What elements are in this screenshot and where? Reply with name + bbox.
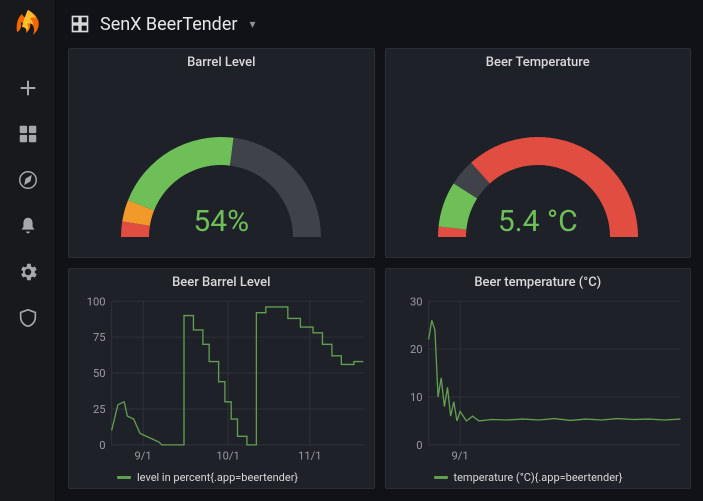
svg-text:75: 75 bbox=[93, 331, 106, 344]
panel-title: Beer temperature (°C) bbox=[386, 269, 691, 293]
svg-text:50: 50 bbox=[93, 367, 106, 380]
svg-text:100: 100 bbox=[87, 295, 106, 308]
nav-apps[interactable] bbox=[8, 114, 48, 154]
chevron-down-icon[interactable]: ▾ bbox=[249, 17, 255, 31]
panel-title: Beer Temperature bbox=[386, 49, 691, 73]
panel-chart-beer-temp[interactable]: Beer temperature (°C) 0 10 20 30 9/1 tempera… bbox=[385, 268, 692, 489]
nav-settings[interactable] bbox=[8, 252, 48, 292]
svg-text:0: 0 bbox=[416, 439, 422, 452]
svg-text:20: 20 bbox=[409, 343, 422, 356]
legend-label: level in percent{.app=beertender} bbox=[137, 471, 298, 484]
svg-text:30: 30 bbox=[409, 295, 422, 308]
legend[interactable]: level in percent{.app=beertender} bbox=[117, 471, 298, 484]
dashboard-title[interactable]: SenX BeerTender bbox=[100, 14, 237, 35]
panel-title: Barrel Level bbox=[69, 49, 374, 73]
svg-text:9/1: 9/1 bbox=[135, 449, 152, 462]
sidebar bbox=[0, 0, 56, 501]
panels-grid: Barrel Level 54% Beer Temperature 5.4 °C bbox=[56, 48, 703, 501]
panel-gauge-beer-temp[interactable]: Beer Temperature 5.4 °C bbox=[385, 48, 692, 258]
topbar: SenX BeerTender ▾ bbox=[56, 0, 703, 48]
legend[interactable]: temperature (°C){.app=beertender} bbox=[434, 471, 623, 484]
legend-swatch bbox=[117, 476, 131, 479]
svg-text:9/1: 9/1 bbox=[451, 449, 468, 462]
svg-text:0: 0 bbox=[99, 439, 105, 452]
nav-add[interactable] bbox=[8, 68, 48, 108]
dashboard-icon[interactable] bbox=[70, 14, 90, 34]
panel-chart-barrel-level[interactable]: Beer Barrel Level 02550751009/110/111/1 … bbox=[68, 268, 375, 489]
svg-text:25: 25 bbox=[93, 403, 106, 416]
panel-gauge-barrel-level[interactable]: Barrel Level 54% bbox=[68, 48, 375, 258]
svg-text:10: 10 bbox=[409, 391, 422, 404]
gauge-value: 54% bbox=[69, 204, 374, 239]
svg-text:10/1: 10/1 bbox=[216, 449, 239, 462]
nav-alert[interactable] bbox=[8, 206, 48, 246]
nav-explore[interactable] bbox=[8, 160, 48, 200]
svg-text:11/1: 11/1 bbox=[298, 449, 321, 462]
main: SenX BeerTender ▾ Barrel Level 54% Beer … bbox=[56, 0, 703, 501]
legend-label: temperature (°C){.app=beertender} bbox=[454, 471, 623, 484]
grafana-logo[interactable] bbox=[12, 8, 44, 40]
chart-beer-temp: 0 10 20 30 9/1 bbox=[386, 293, 691, 488]
panel-title: Beer Barrel Level bbox=[69, 269, 374, 293]
gauge-value: 5.4 °C bbox=[386, 204, 691, 239]
legend-swatch bbox=[434, 476, 448, 479]
chart-barrel-level: 0 25 50 75 100 9/1 10/1 11/1 bbox=[69, 293, 374, 488]
nav-shield[interactable] bbox=[8, 298, 48, 338]
